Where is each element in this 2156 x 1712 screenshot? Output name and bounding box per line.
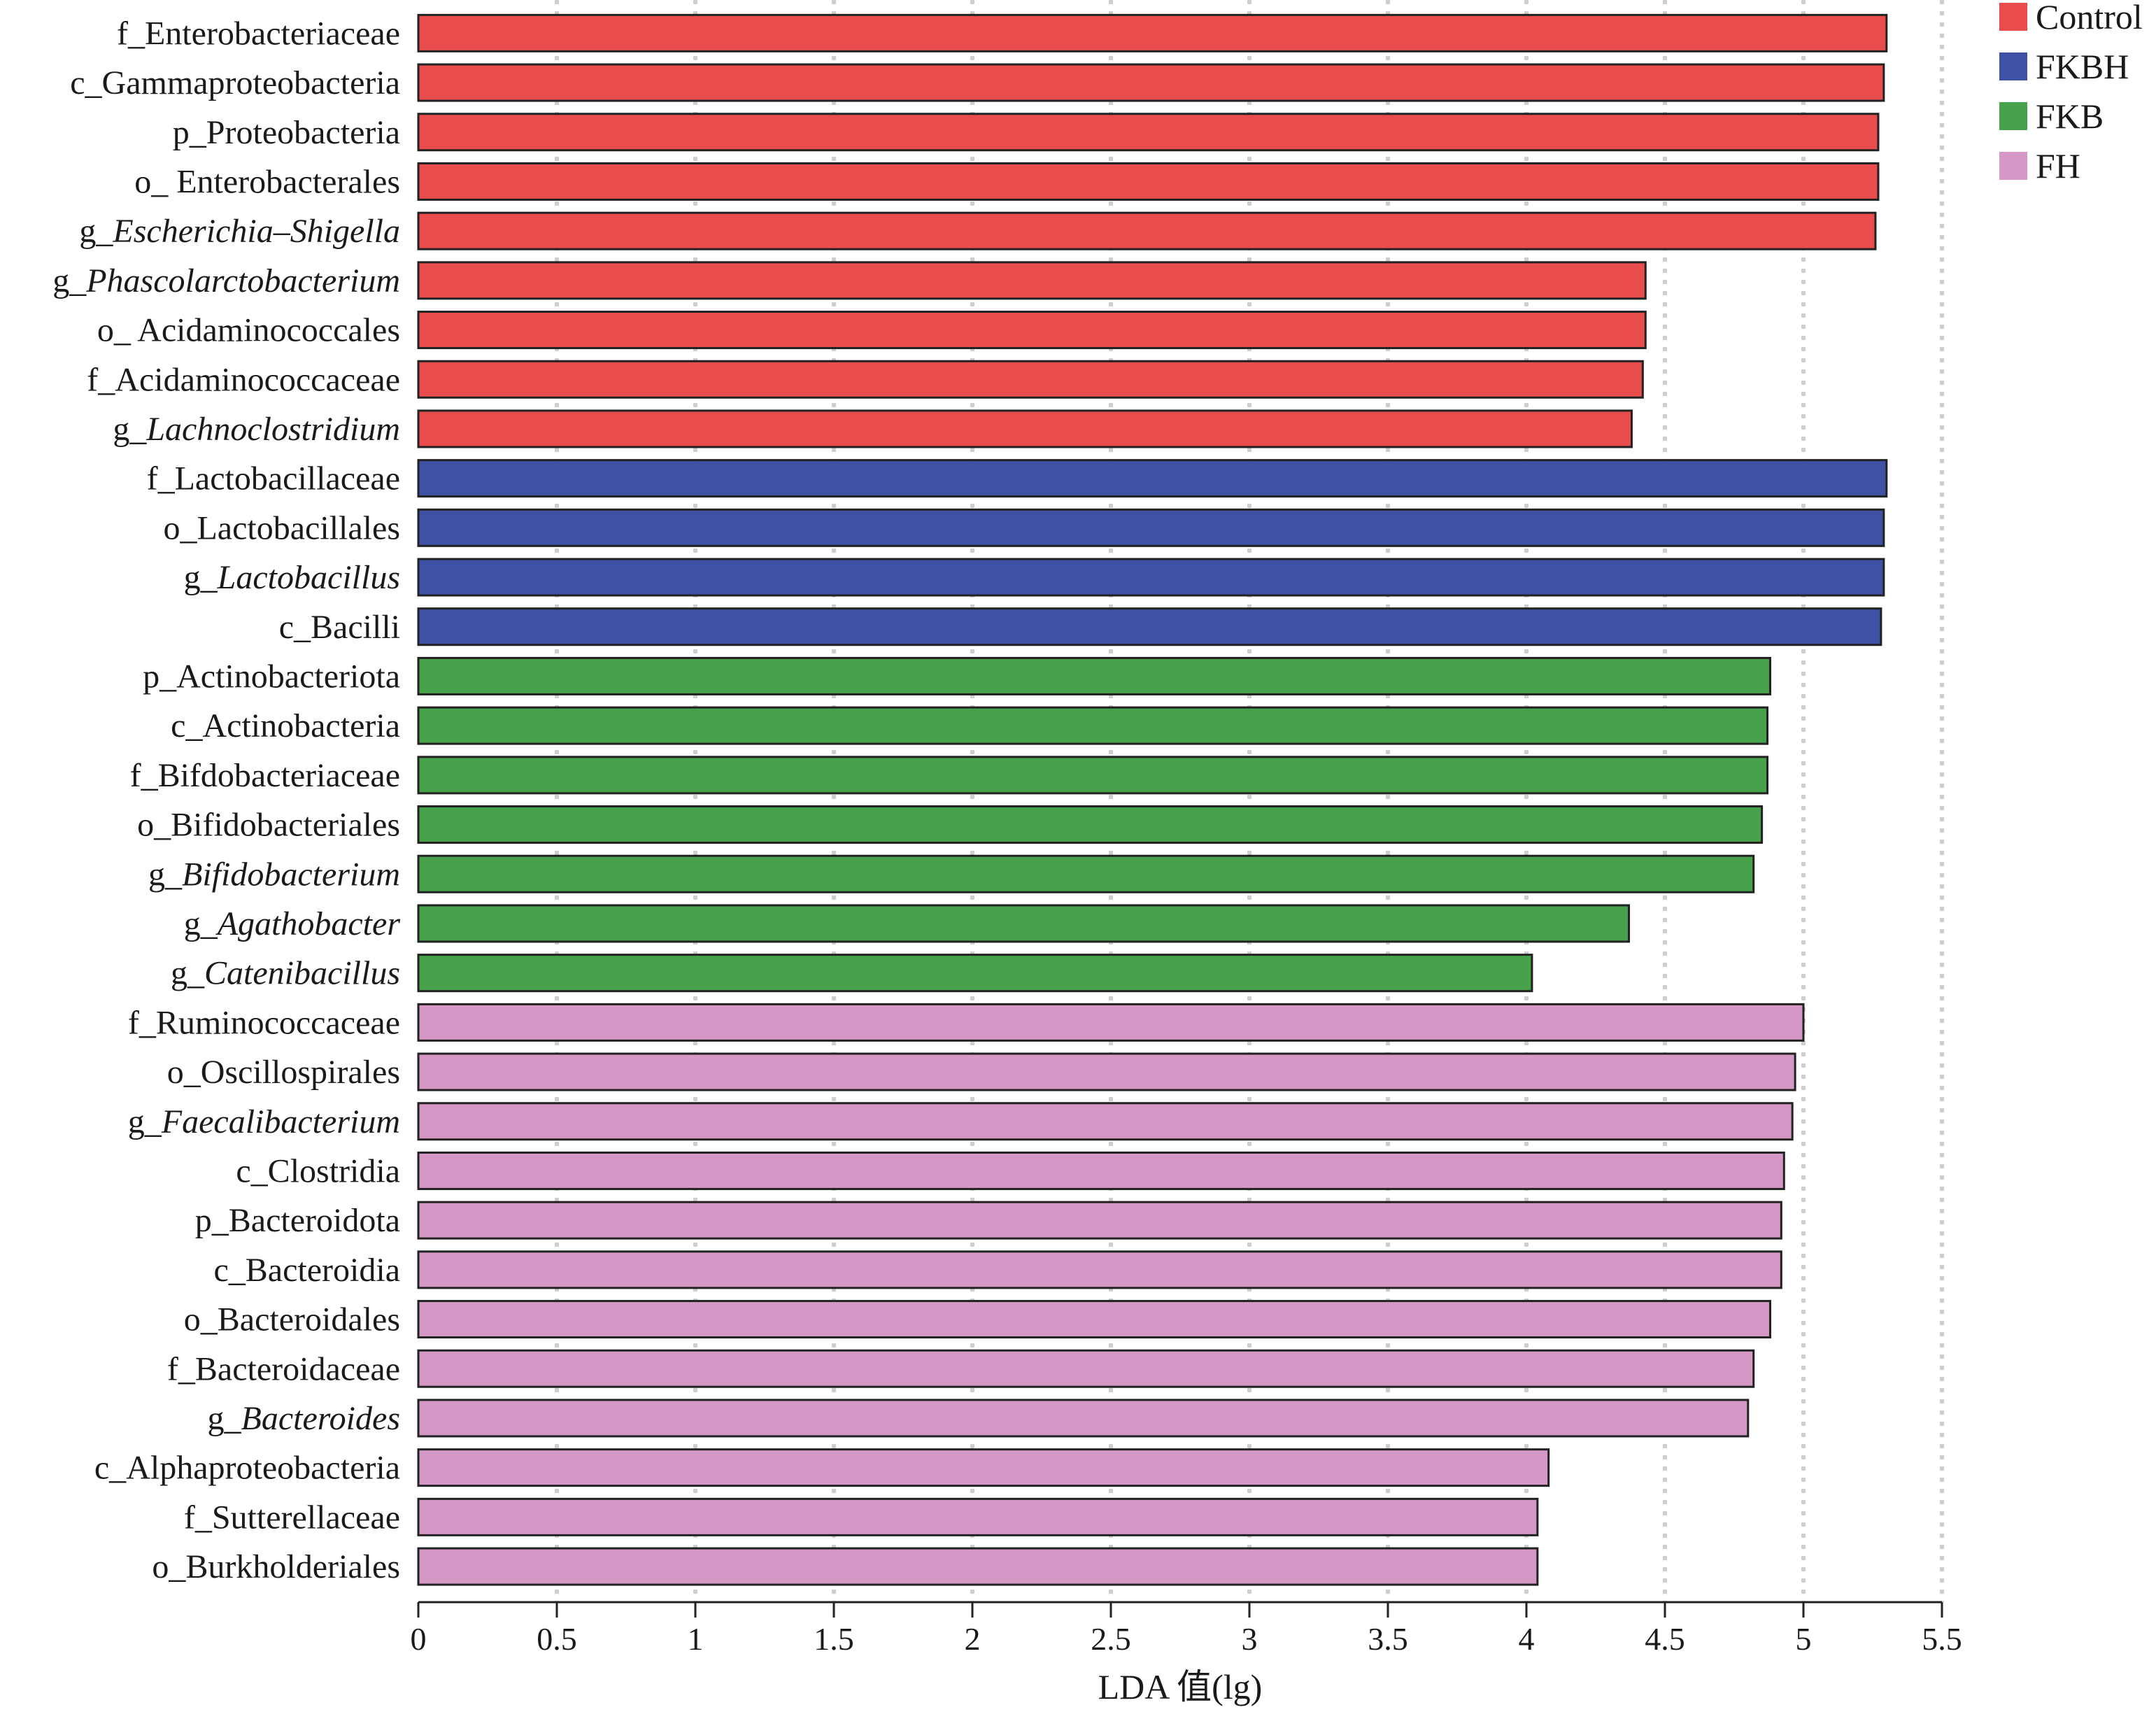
legend: Control FKBH FKB FH bbox=[1999, 0, 2143, 185]
category-label: o_Oscillospirales bbox=[167, 1054, 400, 1091]
x-tick-label: 3 bbox=[1242, 1621, 1258, 1657]
category-label: g_Bacteroides bbox=[208, 1400, 400, 1437]
legend-label: FKBH bbox=[2036, 47, 2129, 86]
bar bbox=[417, 409, 1633, 448]
bar bbox=[417, 656, 1771, 695]
legend-swatch bbox=[1999, 102, 2027, 130]
category-label: o_Bacteroidales bbox=[184, 1301, 400, 1338]
x-tick-label: 1 bbox=[688, 1621, 704, 1657]
category-label: c_Gammaproteobacteria bbox=[70, 64, 400, 101]
bar bbox=[417, 954, 1533, 993]
legend-label: FH bbox=[2036, 146, 2080, 185]
category-label: f_Enterobacteriaceae bbox=[117, 15, 400, 52]
legend-label: FKB bbox=[2036, 97, 2104, 136]
category-label: c_Bacteroidia bbox=[213, 1252, 400, 1289]
legend-label: Control bbox=[2036, 0, 2143, 36]
bar bbox=[417, 360, 1644, 399]
category-labels: f_Enterobacteriaceae c_Gammaproteobacteri… bbox=[52, 15, 400, 1585]
category-label: p_Actinobacteriota bbox=[143, 658, 400, 695]
x-tick-label: 0 bbox=[411, 1621, 427, 1657]
bar bbox=[417, 854, 1755, 893]
bar bbox=[417, 756, 1769, 795]
x-tick-label: 5 bbox=[1796, 1621, 1812, 1657]
category-label: o_ Acidaminococcales bbox=[97, 312, 400, 349]
legend-swatch bbox=[1999, 3, 2027, 31]
category-label: p_Bacteroidota bbox=[195, 1202, 400, 1239]
bar bbox=[417, 1250, 1782, 1289]
bar bbox=[417, 1052, 1796, 1091]
bar bbox=[417, 13, 1888, 52]
category-label: g_Agathobacter bbox=[184, 905, 401, 942]
legend-swatch bbox=[1999, 152, 2027, 180]
category-label: o_Burkholderiales bbox=[152, 1548, 400, 1585]
bar bbox=[417, 162, 1880, 201]
bar bbox=[417, 261, 1647, 300]
bar bbox=[417, 113, 1880, 152]
x-tick-label: 3.5 bbox=[1368, 1621, 1408, 1657]
category-label: c_Actinobacteria bbox=[171, 707, 400, 744]
category-label: g_Bifidobacterium bbox=[148, 856, 400, 893]
category-label: g_Lachnoclostridium bbox=[113, 411, 400, 448]
category-label: c_Alphaproteobacteria bbox=[94, 1450, 400, 1487]
category-label: f_Bifdobacteriaceae bbox=[130, 757, 400, 794]
category-label: f_Lactobacillaceae bbox=[147, 460, 400, 497]
bar bbox=[417, 63, 1885, 102]
legend-swatch bbox=[1999, 52, 2027, 80]
bar bbox=[417, 1399, 1750, 1438]
bar bbox=[417, 1448, 1550, 1487]
category-label: g_Phascolarctobacterium bbox=[52, 262, 400, 299]
bar bbox=[417, 211, 1877, 250]
bar bbox=[417, 904, 1631, 943]
bar bbox=[417, 508, 1885, 547]
bar bbox=[417, 706, 1769, 745]
x-axis-title: LDA 值(lg) bbox=[1098, 1667, 1263, 1706]
x-tick-label: 4 bbox=[1519, 1621, 1535, 1657]
x-tick-label: 2 bbox=[965, 1621, 981, 1657]
bar bbox=[417, 311, 1647, 350]
bar bbox=[417, 1300, 1771, 1339]
bar bbox=[417, 1102, 1794, 1141]
bar bbox=[417, 1497, 1539, 1536]
category-label: o_ Enterobacterales bbox=[134, 163, 400, 200]
bar bbox=[417, 805, 1764, 844]
category-label: g_Faecalibacterium bbox=[128, 1103, 400, 1140]
bar bbox=[417, 1547, 1539, 1586]
category-label: f_Ruminococcaceae bbox=[128, 1004, 400, 1041]
x-tick-label: 2.5 bbox=[1091, 1621, 1131, 1657]
x-tick-label: 1.5 bbox=[814, 1621, 854, 1657]
category-label: g_Lactobacillus bbox=[184, 559, 400, 596]
bars bbox=[417, 13, 1888, 1586]
category-label: f_Sutterellaceae bbox=[184, 1499, 400, 1536]
x-tick-label: 0.5 bbox=[537, 1621, 577, 1657]
bar bbox=[417, 558, 1885, 597]
bar bbox=[417, 607, 1882, 646]
bar bbox=[417, 1349, 1755, 1388]
category-label: g_Escherichia–Shigella bbox=[79, 213, 400, 250]
bar bbox=[417, 1201, 1782, 1240]
category-label: o_Lactobacillales bbox=[163, 509, 400, 546]
x-tick-label: 5.5 bbox=[1922, 1621, 1962, 1657]
bar bbox=[417, 459, 1888, 498]
category-label: o_Bifidobacteriales bbox=[137, 807, 400, 844]
category-label: g_Catenibacillus bbox=[171, 955, 400, 992]
bar bbox=[417, 1151, 1785, 1190]
category-label: c_Bacilli bbox=[279, 609, 400, 646]
category-label: f_Acidaminococcaceae bbox=[87, 361, 400, 398]
x-axis: 0 0.5 1 1.5 2 2.5 3 3.5 4 4.5 5 5.5 bbox=[411, 1601, 1962, 1657]
category-label: f_Bacteroidaceae bbox=[167, 1350, 400, 1387]
category-label: p_Proteobacteria bbox=[173, 114, 400, 151]
category-label: c_Clostridia bbox=[236, 1152, 400, 1189]
bar bbox=[417, 1003, 1805, 1042]
x-tick-label: 4.5 bbox=[1645, 1621, 1685, 1657]
